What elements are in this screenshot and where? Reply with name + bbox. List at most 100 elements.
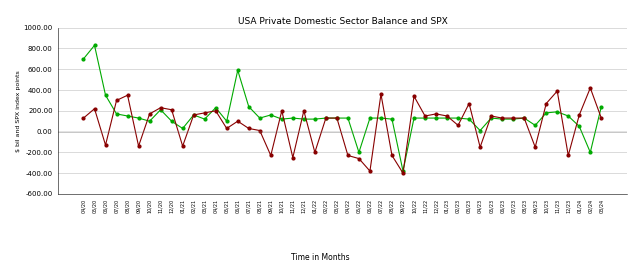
SPX montly gain or loss (575, 113, 583, 117)
Line: SPX montly gain or loss: SPX montly gain or loss (82, 86, 603, 175)
Private Domestic Sector (322, 116, 330, 120)
SPX montly gain or loss (454, 124, 462, 127)
SPX montly gain or loss (410, 95, 418, 98)
SPX montly gain or loss (212, 109, 220, 112)
SPX montly gain or loss (487, 114, 495, 118)
Y-axis label: $ bil and SPX index points: $ bil and SPX index points (16, 70, 20, 152)
Private Domestic Sector (421, 116, 429, 120)
SPX montly gain or loss (355, 157, 363, 160)
SPX montly gain or loss (146, 112, 154, 116)
Private Domestic Sector (201, 117, 209, 121)
Private Domestic Sector (135, 116, 143, 120)
Private Domestic Sector (212, 106, 220, 109)
Private Domestic Sector (91, 44, 99, 47)
SPX montly gain or loss (157, 106, 164, 109)
Private Domestic Sector (399, 170, 407, 173)
SPX montly gain or loss (135, 145, 143, 148)
SPX montly gain or loss (179, 145, 186, 148)
SPX montly gain or loss (598, 116, 605, 120)
SPX montly gain or loss (300, 109, 308, 112)
SPX montly gain or loss (531, 145, 539, 149)
Private Domestic Sector (586, 151, 594, 154)
Private Domestic Sector (454, 116, 462, 120)
Private Domestic Sector (333, 116, 340, 120)
SPX montly gain or loss (311, 151, 319, 154)
SPX montly gain or loss (554, 89, 561, 93)
Private Domestic Sector (355, 151, 363, 154)
SPX montly gain or loss (432, 112, 440, 116)
SPX montly gain or loss (564, 154, 572, 157)
SPX montly gain or loss (79, 116, 87, 120)
Private Domestic Sector (499, 117, 506, 121)
Private Domestic Sector (234, 69, 241, 72)
SPX montly gain or loss (444, 114, 451, 118)
Private Domestic Sector (564, 114, 572, 118)
SPX montly gain or loss (124, 94, 131, 97)
Private Domestic Sector (179, 127, 186, 130)
SPX montly gain or loss (113, 99, 120, 102)
SPX montly gain or loss (542, 102, 550, 105)
Private Domestic Sector (267, 113, 275, 117)
Private Domestic Sector (377, 116, 385, 120)
Private Domestic Sector (598, 105, 605, 108)
SPX montly gain or loss (245, 127, 253, 130)
Private Domestic Sector (146, 120, 154, 123)
Private Domestic Sector (311, 117, 319, 121)
Private Domestic Sector (79, 57, 87, 61)
SPX montly gain or loss (499, 116, 506, 120)
Line: Private Domestic Sector: Private Domestic Sector (82, 44, 603, 173)
SPX montly gain or loss (509, 116, 517, 120)
SPX montly gain or loss (256, 129, 264, 132)
Private Domestic Sector (124, 114, 131, 118)
SPX montly gain or loss (586, 86, 594, 90)
Private Domestic Sector (190, 113, 198, 117)
Private Domestic Sector (113, 112, 120, 116)
Private Domestic Sector (366, 116, 374, 120)
Private Domestic Sector (432, 116, 440, 120)
Private Domestic Sector (289, 116, 297, 120)
Private Domestic Sector (300, 117, 308, 121)
SPX montly gain or loss (421, 114, 429, 118)
Private Domestic Sector (531, 124, 539, 127)
SPX montly gain or loss (289, 156, 297, 159)
Private Domestic Sector (444, 116, 451, 120)
Private Domestic Sector (554, 110, 561, 114)
Private Domestic Sector (157, 108, 164, 111)
SPX montly gain or loss (399, 171, 407, 175)
Private Domestic Sector (388, 117, 396, 121)
Private Domestic Sector (520, 116, 528, 120)
Private Domestic Sector (465, 117, 473, 121)
Private Domestic Sector (245, 105, 253, 108)
SPX montly gain or loss (190, 113, 198, 117)
Private Domestic Sector (278, 117, 285, 121)
Private Domestic Sector (487, 116, 495, 120)
Private Domestic Sector (223, 120, 230, 123)
SPX montly gain or loss (377, 93, 385, 96)
Text: Time in Months: Time in Months (291, 253, 349, 262)
SPX montly gain or loss (168, 108, 175, 111)
Private Domestic Sector (410, 116, 418, 120)
SPX montly gain or loss (102, 143, 109, 147)
SPX montly gain or loss (278, 109, 285, 112)
SPX montly gain or loss (322, 116, 330, 120)
SPX montly gain or loss (201, 111, 209, 115)
Private Domestic Sector (102, 94, 109, 97)
SPX montly gain or loss (91, 107, 99, 111)
SPX montly gain or loss (344, 154, 352, 157)
Private Domestic Sector (575, 125, 583, 128)
SPX montly gain or loss (223, 127, 230, 130)
Private Domestic Sector (542, 111, 550, 115)
Title: USA Private Domestic Sector Balance and SPX: USA Private Domestic Sector Balance and … (237, 17, 447, 25)
Private Domestic Sector (168, 120, 175, 123)
Private Domestic Sector (476, 129, 484, 132)
SPX montly gain or loss (234, 120, 241, 123)
Private Domestic Sector (509, 117, 517, 121)
Private Domestic Sector (256, 116, 264, 120)
SPX montly gain or loss (465, 102, 473, 105)
SPX montly gain or loss (333, 116, 340, 120)
SPX montly gain or loss (267, 154, 275, 157)
SPX montly gain or loss (366, 170, 374, 173)
SPX montly gain or loss (476, 145, 484, 149)
SPX montly gain or loss (388, 154, 396, 157)
SPX montly gain or loss (520, 116, 528, 120)
